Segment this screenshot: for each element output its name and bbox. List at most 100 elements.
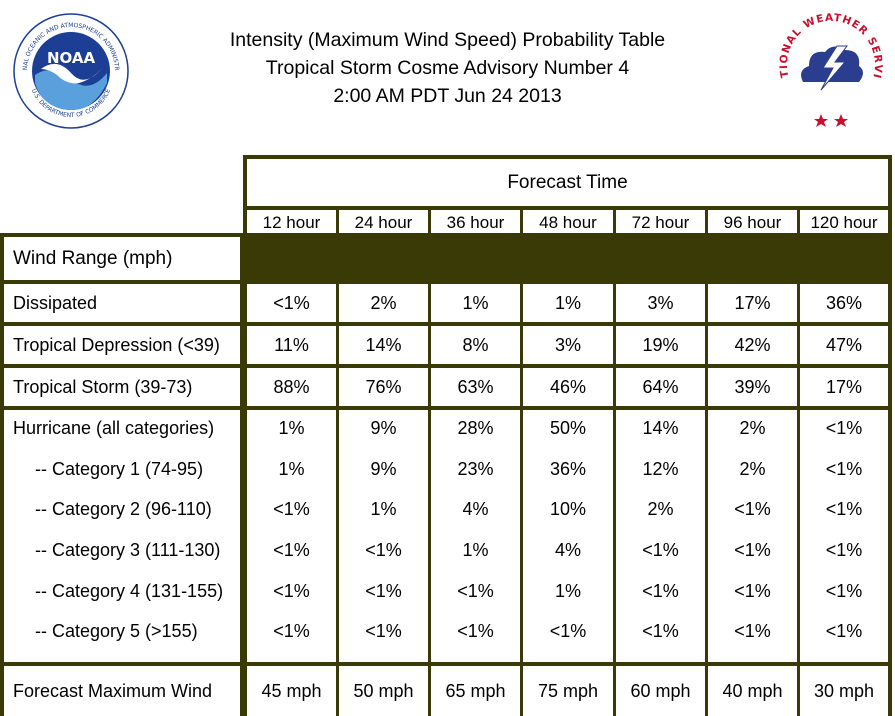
hurricane-all-value: 9% — [370, 418, 397, 438]
forecast-time-label: Forecast Time — [247, 159, 888, 206]
category-3-value: <1% — [734, 540, 771, 561]
category-5-value: <1% — [642, 621, 679, 642]
svg-text:NOAA: NOAA — [47, 49, 96, 67]
column-hours: 48 hour — [539, 213, 597, 232]
category-2-value: <1% — [825, 499, 863, 520]
category-3-value: <1% — [365, 540, 402, 561]
row-label-category-2: -- Category 2 (96-110) — [35, 499, 212, 520]
category-1-value: 1% — [278, 458, 305, 479]
category-3-value: <1% — [273, 540, 310, 561]
max-wind-value: 65 mph — [431, 666, 520, 716]
max-wind-value: 45 mph — [247, 666, 336, 716]
tropical-storm-value: 64% — [616, 368, 705, 406]
category-4-value: <1% — [457, 580, 494, 601]
page-header: NATIONAL OCEANIC AND ATMOSPHERIC ADMINIS… — [0, 0, 895, 150]
max-wind-value: 40 mph — [708, 666, 797, 716]
column-hours: 72 hour — [631, 213, 690, 232]
row-label-category-3: -- Category 3 (111-130) — [35, 540, 221, 561]
dissipated-value: 1% — [523, 284, 613, 322]
category-2-value: 2% — [647, 499, 674, 520]
hurricane-all-value: 50% — [549, 418, 587, 438]
category-1-value: 12% — [642, 458, 679, 479]
row-label-hurricane: Hurricane (all categories) — [13, 418, 215, 438]
probability-table[interactable]: Wind Range (mph) Dissipated Tropical Dep… — [0, 233, 892, 716]
dissipated-value: <1% — [247, 284, 336, 322]
category-5-value: <1% — [734, 621, 771, 642]
row-label-tropical-storm: Tropical Storm (39-73) — [4, 368, 240, 406]
category-1-value: 9% — [370, 458, 397, 479]
row-label-tropical-depression: Tropical Depression (<39) — [4, 326, 240, 364]
category-3-value: <1% — [825, 540, 863, 561]
category-1-value: 36% — [549, 458, 587, 479]
dissipated-value: 36% — [800, 284, 888, 322]
tropical-depression-value: 8% — [431, 326, 520, 364]
dissipated-value: 17% — [708, 284, 797, 322]
wind-range-label: Wind Range (mph) — [4, 237, 240, 280]
column-hours: 96 hour — [723, 213, 782, 232]
tropical-depression-value: 3% — [523, 326, 613, 364]
tropical-depression-value: 47% — [800, 326, 888, 364]
category-4-value: <1% — [825, 580, 863, 601]
nws-logo-icon: NATIONAL WEATHER SERVICE — [775, 8, 883, 127]
tropical-storm-value: 88% — [247, 368, 336, 406]
tropical-depression-value: 14% — [339, 326, 428, 364]
hurricane-all-value: 2% — [739, 418, 766, 438]
hurricane-values: 2% 2% <1% <1% <1% <1% — [708, 410, 797, 662]
dissipated-value: 1% — [431, 284, 520, 322]
tropical-storm-value: 46% — [523, 368, 613, 406]
title-line-1: Intensity (Maximum Wind Speed) Probabili… — [229, 29, 666, 51]
category-2-value: 4% — [462, 499, 489, 520]
tropical-depression-value: 11% — [247, 326, 336, 364]
category-4-value: <1% — [642, 580, 679, 601]
category-4-value: <1% — [734, 580, 771, 601]
max-wind-value: 50 mph — [339, 666, 428, 716]
title-line-2: Tropical Storm Cosme Advisory Number 4 — [265, 57, 630, 79]
hurricane-values: 28% 23% 4% 1% <1% <1% — [431, 410, 520, 662]
dissipated-value: 3% — [616, 284, 705, 322]
row-label-dissipated: Dissipated — [4, 284, 240, 322]
category-1-value: 2% — [739, 458, 766, 479]
category-4-value: <1% — [365, 580, 402, 601]
hurricane-values: 9% 9% 1% <1% <1% <1% — [339, 410, 428, 662]
max-wind-value: 60 mph — [616, 666, 705, 716]
tropical-depression-value: 19% — [616, 326, 705, 364]
row-label-category-1: -- Category 1 (74-95) — [35, 458, 204, 479]
category-5-value: <1% — [365, 621, 402, 642]
category-5-value: <1% — [457, 621, 494, 642]
category-4-value: 1% — [554, 580, 581, 601]
category-3-value: <1% — [642, 540, 679, 561]
column-hours: 120 hour — [810, 213, 878, 232]
max-wind-value: 30 mph — [800, 666, 888, 716]
row-label-category-4: -- Category 4 (131-155) — [35, 580, 224, 601]
hurricane-values: <1% <1% <1% <1% <1% <1% — [800, 410, 888, 662]
noaa-logo-icon: NATIONAL OCEANIC AND ATMOSPHERIC ADMINIS… — [13, 13, 129, 129]
page-title: Intensity (Maximum Wind Speed) Probabili… — [150, 26, 745, 110]
tropical-storm-value: 17% — [800, 368, 888, 406]
title-line-3: 2:00 AM PDT Jun 24 2013 — [333, 85, 562, 107]
category-3-value: 1% — [462, 540, 489, 561]
category-5-value: <1% — [273, 621, 310, 642]
category-3-value: 4% — [554, 540, 581, 561]
category-2-value: 1% — [370, 499, 397, 520]
column-hours: 36 hour — [446, 213, 505, 232]
category-1-value: 23% — [457, 458, 494, 479]
row-label-hurricane-block: Hurricane (all categories) -- Category 1… — [4, 410, 240, 662]
tropical-storm-value: 76% — [339, 368, 428, 406]
hurricane-values: 14% 12% 2% <1% <1% <1% — [616, 410, 705, 662]
tropical-storm-value: 39% — [708, 368, 797, 406]
hurricane-all-value: 1% — [278, 418, 305, 438]
dissipated-value: 2% — [339, 284, 428, 322]
hurricane-all-value: 28% — [457, 418, 494, 438]
column-hours: 12 hour — [262, 213, 321, 232]
category-2-value: <1% — [273, 499, 310, 520]
hurricane-values: 1% 1% <1% <1% <1% <1% — [247, 410, 336, 662]
tropical-storm-value: 63% — [431, 368, 520, 406]
category-2-value: 10% — [549, 499, 587, 520]
max-wind-value: 75 mph — [523, 666, 613, 716]
column-hours: 24 hour — [354, 213, 413, 232]
category-5-value: <1% — [825, 621, 863, 642]
hurricane-values: 50% 36% 10% 4% 1% <1% — [523, 410, 613, 662]
category-2-value: <1% — [734, 499, 771, 520]
row-label-category-5: -- Category 5 (>155) — [35, 621, 198, 642]
hurricane-all-value: <1% — [825, 418, 863, 438]
